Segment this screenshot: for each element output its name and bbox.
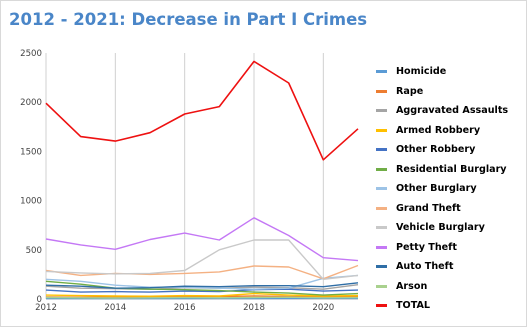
legend-swatch xyxy=(376,226,387,229)
x-tick-label: 2020 xyxy=(312,303,334,313)
y-tick-label: 2000 xyxy=(20,98,42,108)
legend-label: Grand Theft xyxy=(396,203,461,214)
legend-item: TOTAL xyxy=(376,296,508,316)
legend-item: Auto Theft xyxy=(376,257,508,277)
legend-swatch xyxy=(376,70,387,73)
legend-item: Arson xyxy=(376,277,508,297)
legend-swatch xyxy=(376,304,387,307)
legend-label: Petty Theft xyxy=(396,242,457,253)
y-tick-label: 2500 xyxy=(20,49,42,59)
legend-swatch xyxy=(376,285,387,288)
series-line-total xyxy=(46,61,358,159)
y-tick-label: 1000 xyxy=(20,197,42,207)
legend-label: Aggravated Assaults xyxy=(396,105,508,116)
chart-legend: Homicide Rape Aggravated Assaults Armed Rob… xyxy=(376,62,508,316)
x-tick-label: 2012 xyxy=(35,303,57,313)
legend-swatch xyxy=(376,90,387,93)
legend-label: Arson xyxy=(396,281,427,292)
x-tick-label: 2014 xyxy=(104,303,126,313)
legend-item: Armed Robbery xyxy=(376,121,508,141)
legend-label: Residential Burglary xyxy=(396,164,507,175)
legend-item: Grand Theft xyxy=(376,199,508,219)
legend-swatch xyxy=(376,129,387,132)
legend-item: Other Robbery xyxy=(376,140,508,160)
x-tick-label: 2018 xyxy=(243,303,265,313)
legend-swatch xyxy=(376,265,387,268)
series-line-petty-theft xyxy=(46,218,358,261)
legend-swatch xyxy=(376,246,387,249)
legend-label: Other Robbery xyxy=(396,144,475,155)
legend-item: Other Burglary xyxy=(376,179,508,199)
legend-item: Aggravated Assaults xyxy=(376,101,508,121)
legend-item: Vehicle Burglary xyxy=(376,218,508,238)
legend-item: Residential Burglary xyxy=(376,160,508,180)
legend-swatch xyxy=(376,168,387,171)
legend-item: Rape xyxy=(376,82,508,102)
legend-swatch xyxy=(376,109,387,112)
series-line-grand-theft xyxy=(46,266,358,279)
legend-item: Petty Theft xyxy=(376,238,508,258)
legend-swatch xyxy=(376,148,387,151)
legend-label: Armed Robbery xyxy=(396,125,480,136)
legend-label: Homicide xyxy=(396,66,446,77)
legend-label: Rape xyxy=(396,86,423,97)
legend-swatch xyxy=(376,207,387,210)
y-tick-label: 1500 xyxy=(20,147,42,157)
legend-swatch xyxy=(376,187,387,190)
legend-label: Auto Theft xyxy=(396,261,453,272)
legend-label: TOTAL xyxy=(396,300,430,311)
legend-label: Vehicle Burglary xyxy=(396,222,485,233)
y-tick-label: 500 xyxy=(26,246,42,256)
legend-label: Other Burglary xyxy=(396,183,477,194)
series-line-arson xyxy=(46,297,358,298)
x-tick-label: 2016 xyxy=(174,303,196,313)
legend-item: Homicide xyxy=(376,62,508,82)
